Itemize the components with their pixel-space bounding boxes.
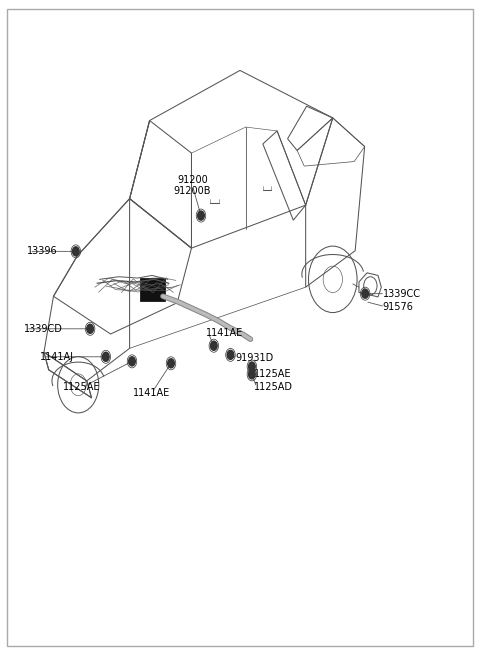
Text: 1141AJ: 1141AJ bbox=[40, 352, 74, 362]
Circle shape bbox=[227, 350, 234, 360]
Text: 91200
91200B: 91200 91200B bbox=[174, 175, 211, 196]
Circle shape bbox=[362, 289, 369, 298]
Circle shape bbox=[129, 357, 135, 366]
Text: 1125AE: 1125AE bbox=[254, 369, 292, 379]
Text: 1141AE: 1141AE bbox=[133, 388, 170, 398]
Text: 1339CC: 1339CC bbox=[383, 289, 421, 299]
Circle shape bbox=[249, 370, 255, 379]
Circle shape bbox=[198, 211, 204, 220]
Text: 1141AE: 1141AE bbox=[206, 328, 243, 338]
Circle shape bbox=[168, 359, 174, 368]
Circle shape bbox=[103, 352, 109, 362]
Text: 91931D: 91931D bbox=[235, 353, 274, 363]
Circle shape bbox=[249, 362, 255, 371]
Text: 13396: 13396 bbox=[27, 246, 58, 256]
Text: 1125AE: 1125AE bbox=[63, 383, 101, 392]
Circle shape bbox=[87, 324, 94, 333]
Text: 91576: 91576 bbox=[383, 302, 414, 312]
Text: 1125AD: 1125AD bbox=[254, 383, 293, 392]
Circle shape bbox=[211, 341, 217, 350]
Circle shape bbox=[72, 247, 79, 256]
Text: 1339CD: 1339CD bbox=[24, 324, 62, 334]
FancyBboxPatch shape bbox=[140, 278, 165, 301]
